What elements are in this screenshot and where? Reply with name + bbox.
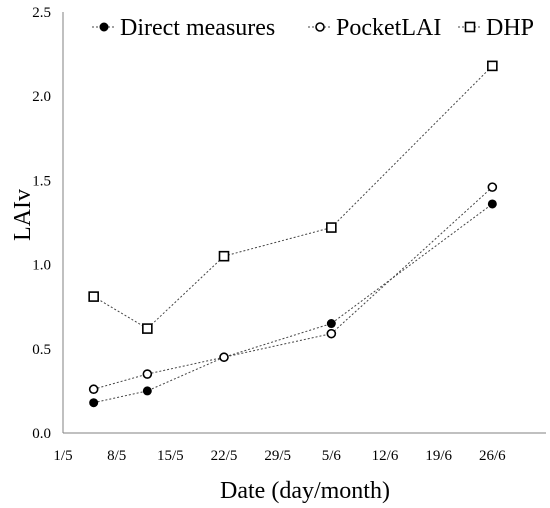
x-tick-label: 29/5 bbox=[264, 448, 291, 464]
legend-marker-direct-measures bbox=[99, 22, 109, 32]
data-point-direct-measures bbox=[487, 199, 497, 209]
data-point-dhp bbox=[88, 291, 99, 302]
x-tick-labels: 1/5 8/5 15/5 22/5 29/5 5/6 12/6 19/6 26/6 bbox=[53, 448, 506, 464]
y-tick-label: 0.0 bbox=[32, 426, 51, 442]
x-tick-label: 26/6 bbox=[479, 448, 506, 464]
axes bbox=[62, 12, 546, 434]
data-point-dhp bbox=[487, 60, 498, 72]
y-tick-label: 1.0 bbox=[32, 258, 51, 274]
data-point-pocketlai bbox=[219, 352, 229, 363]
x-tick-label: 8/5 bbox=[107, 448, 126, 464]
y-tick-labels: 0.0 0.5 1.0 1.5 2.0 2.5 bbox=[32, 5, 51, 442]
legend-label-direct-measures: Direct measures bbox=[120, 15, 275, 41]
series-line-pocketlai bbox=[93, 186, 493, 390]
data-point-direct-measures bbox=[89, 398, 99, 408]
series-lines bbox=[93, 65, 493, 404]
y-tick-label: 0.5 bbox=[32, 342, 51, 358]
series-line-dhp bbox=[93, 65, 493, 330]
data-point-pocketlai bbox=[487, 182, 498, 192]
x-tick-label: 5/6 bbox=[322, 448, 342, 464]
series-line-direct-measures bbox=[93, 203, 493, 404]
x-tick-label: 15/5 bbox=[157, 448, 184, 464]
legend-marker-pocketlai bbox=[315, 22, 325, 32]
data-point-pocketlai bbox=[88, 384, 99, 395]
data-point-dhp bbox=[142, 323, 153, 334]
legend-label-pocketlai: PocketLAI bbox=[336, 15, 441, 41]
x-axis-title: Date (day/month) bbox=[220, 478, 390, 504]
data-point-direct-measures bbox=[326, 319, 336, 329]
data-point-pocketlai bbox=[326, 328, 337, 339]
legend: Direct measures PocketLAI DHP bbox=[92, 15, 534, 41]
y-tick-label: 2.0 bbox=[32, 89, 51, 105]
legend-marker-dhp bbox=[464, 21, 476, 33]
y-tick-label: 1.5 bbox=[32, 173, 51, 189]
y-axis-title: LAIv bbox=[10, 189, 36, 241]
x-tick-label: 19/6 bbox=[425, 448, 452, 464]
data-point-dhp bbox=[326, 222, 337, 233]
data-point-direct-measures bbox=[142, 386, 152, 396]
data-point-dhp bbox=[218, 250, 230, 262]
data-point-pocketlai bbox=[142, 369, 153, 379]
series-markers bbox=[88, 60, 498, 408]
y-tick-label: 2.5 bbox=[32, 5, 51, 21]
x-tick-label: 1/5 bbox=[53, 448, 72, 464]
x-tick-label: 12/6 bbox=[372, 448, 399, 464]
x-tick-label: 22/5 bbox=[211, 448, 238, 464]
legend-label-dhp: DHP bbox=[486, 15, 534, 41]
